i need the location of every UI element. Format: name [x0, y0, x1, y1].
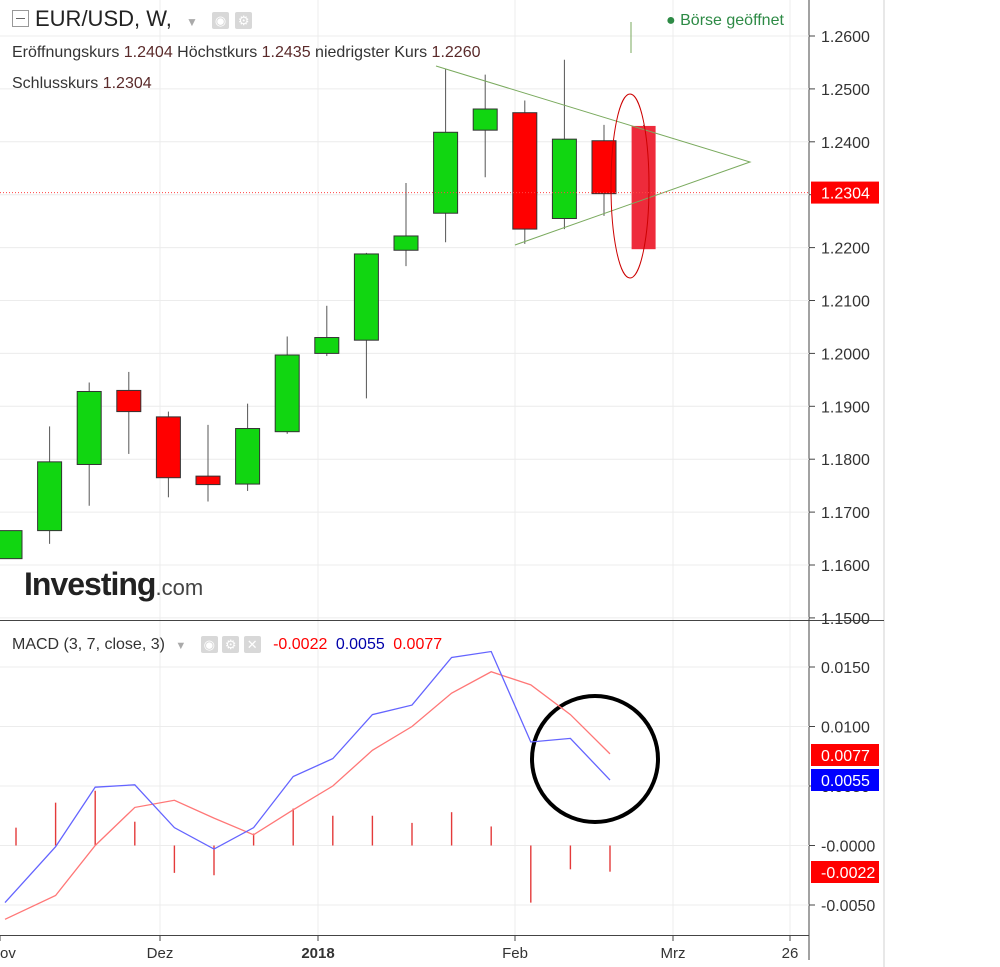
candle-body[interactable] — [76, 390, 102, 465]
time-tick-label: Dez — [147, 945, 174, 962]
candle-body[interactable] — [195, 475, 221, 486]
macd-badge-label: 0.0055 — [821, 773, 870, 790]
candle-body[interactable] — [314, 337, 340, 354]
drawings — [435, 22, 752, 824]
time-tick-label: 26 — [782, 945, 799, 962]
candle-body[interactable] — [353, 253, 379, 341]
macd-header[interactable]: MACD (3, 7, close, 3) ▼ ◉ ⚙ ✕ -0.0022 0.… — [12, 636, 442, 654]
triangle-pattern[interactable] — [435, 65, 752, 246]
candle-body[interactable] — [235, 428, 261, 485]
candle-body[interactable] — [0, 530, 23, 560]
close-icon[interactable]: ✕ — [243, 636, 261, 654]
close-label: Schlusskurs — [12, 75, 99, 92]
candle-body[interactable] — [116, 389, 142, 413]
macd-hist-value: -0.0022 — [273, 636, 328, 653]
axes: 1.26001.25001.24001.23001.22001.21001.20… — [0, 29, 879, 962]
grid — [0, 0, 809, 935]
eye-icon[interactable]: ◉ — [212, 11, 230, 29]
candle-body[interactable] — [274, 354, 300, 433]
chevron-down-icon[interactable]: ▼ — [175, 640, 187, 652]
market-status-text: Börse geöffnet — [680, 12, 784, 29]
logo-suffix: .com — [155, 575, 204, 600]
time-tick-label: Feb — [502, 945, 528, 962]
price-tick-label: 1.1900 — [821, 399, 870, 416]
low-value: 1.2260 — [431, 44, 481, 61]
price-tick-label: 1.2500 — [821, 82, 870, 99]
macd-badge — [811, 769, 879, 791]
macd-line-value: 0.0055 — [335, 636, 385, 653]
price-tick-label: 1.2000 — [821, 346, 870, 363]
price-tick-label: 1.1500 — [821, 611, 870, 628]
candle-body[interactable] — [631, 125, 656, 250]
high-label: Höchstkurs — [177, 44, 258, 61]
candle-body[interactable] — [433, 131, 459, 214]
histogram-badge — [811, 861, 879, 883]
candle-body[interactable] — [512, 112, 538, 230]
symbol-header[interactable]: EUR/USD, W, ▼ ◉ ⚙ — [12, 6, 253, 32]
macd-signal-value: 0.0077 — [393, 636, 443, 653]
signal-badge-label: 0.0077 — [821, 748, 870, 765]
low-label: niedrigster Kurs — [315, 44, 428, 61]
high-value: 1.2435 — [261, 44, 311, 61]
highlight-ellipse[interactable] — [610, 93, 650, 279]
macd-tick-label: -0.0050 — [821, 898, 875, 915]
symbol-title: EUR/USD, W, — [35, 6, 172, 31]
highlight-circle[interactable] — [530, 694, 660, 824]
histogram-badge-label: -0.0022 — [821, 865, 875, 882]
price-tick-label: 1.2200 — [821, 241, 870, 258]
candle-body[interactable] — [393, 235, 419, 251]
price-tick-label: 1.2100 — [821, 294, 870, 311]
signal-line — [4, 671, 611, 920]
logo-brand: Investing — [24, 566, 156, 602]
ohlc-row: Eröffnungskurs 1.2404 Höchstkurs 1.2435 … — [12, 44, 480, 62]
status-dot-icon: ● — [666, 12, 676, 29]
open-label: Eröffnungskurs — [12, 44, 120, 61]
price-tick-label: 1.2400 — [821, 135, 870, 152]
candle-body[interactable] — [472, 108, 498, 131]
candle-body[interactable] — [37, 461, 63, 532]
close-value: 1.2304 — [102, 75, 152, 92]
macd-series — [4, 650, 611, 920]
time-tick-label: 2018 — [301, 945, 334, 962]
last-price-badge — [811, 181, 879, 204]
macd-tick-label: 0.0150 — [821, 660, 870, 677]
signal-badge — [811, 744, 879, 766]
collapse-icon[interactable] — [12, 9, 29, 27]
close-row: Schlusskurs 1.2304 — [12, 75, 152, 93]
price-tick-label: 1.1800 — [821, 452, 870, 469]
investing-logo: Investing.com — [24, 566, 203, 603]
candlestick-series — [0, 59, 656, 560]
candle-body[interactable] — [551, 138, 577, 220]
gear-icon[interactable]: ⚙ — [222, 636, 240, 654]
price-tick-label: 1.1700 — [821, 505, 870, 522]
last-price-label: 1.2304 — [821, 186, 870, 203]
macd-tick-label: 0.0100 — [821, 720, 870, 737]
eye-icon[interactable]: ◉ — [200, 636, 218, 654]
chevron-down-icon[interactable]: ▼ — [186, 15, 198, 29]
market-status: ● Börse geöffnet — [666, 12, 784, 30]
time-tick-label: ov — [0, 945, 16, 962]
gear-icon[interactable]: ⚙ — [235, 11, 253, 29]
macd-title: MACD (3, 7, close, 3) — [12, 636, 165, 653]
candle-body[interactable] — [155, 416, 181, 479]
time-tick-label: Mrz — [661, 945, 686, 962]
macd-tick-label: -0.0000 — [821, 839, 875, 856]
macd-line — [4, 650, 611, 904]
price-tick-label: 1.2600 — [821, 29, 870, 46]
price-tick-label: 1.1600 — [821, 558, 870, 575]
open-value: 1.2404 — [123, 44, 173, 61]
